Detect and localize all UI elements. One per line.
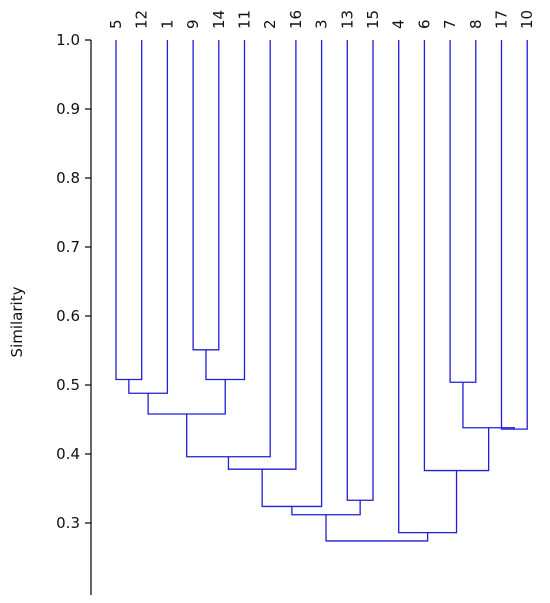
dendrogram-link xyxy=(147,379,226,415)
y-tick-label: 1.0 xyxy=(56,31,80,49)
leaf-label: 11 xyxy=(236,10,254,29)
dendrogram-link xyxy=(227,40,297,470)
y-axis-label: Similarity xyxy=(8,286,26,357)
leaf-label: 3 xyxy=(313,19,331,29)
leaf-label: 16 xyxy=(287,10,305,29)
leaf-label: 1 xyxy=(158,19,176,29)
dendrogram-link xyxy=(500,40,528,430)
dendrogram-link xyxy=(423,40,490,472)
leaf-label: 5 xyxy=(107,19,125,29)
leaf-label: 15 xyxy=(364,10,382,29)
leaf-label: 14 xyxy=(210,10,228,29)
leaf-label: 9 xyxy=(184,19,202,29)
dendrogram-link xyxy=(261,40,323,508)
leaf-label: 12 xyxy=(133,10,151,29)
y-tick-label: 0.3 xyxy=(56,514,80,532)
y-tick-label: 0.6 xyxy=(56,307,80,325)
leaf-label: 17 xyxy=(493,10,511,29)
y-axis: 1.0 0.9 0.8 0.7 0.6 0.5 0.4 0.3 xyxy=(56,31,92,595)
dendrogram-link xyxy=(205,40,246,381)
dendrogram-link xyxy=(128,40,169,394)
leaf-labels: 5 12 1 9 14 11 2 16 3 13 15 4 6 7 8 17 10 xyxy=(107,10,536,29)
dendrogram-link xyxy=(192,40,220,351)
y-tick-label: 0.7 xyxy=(56,238,80,256)
leaf-label: 7 xyxy=(441,19,459,29)
dendrogram-link xyxy=(325,514,429,542)
y-tick-label: 0.8 xyxy=(56,169,80,187)
dendrogram-link xyxy=(462,382,515,430)
leaf-label: 2 xyxy=(261,19,279,29)
y-tick-label: 0.5 xyxy=(56,376,80,394)
dendrogram-link xyxy=(115,40,143,381)
dendrogram-link xyxy=(291,500,361,516)
y-tick-label: 0.4 xyxy=(56,445,80,463)
leaf-label: 10 xyxy=(518,10,536,29)
leaf-label: 13 xyxy=(338,10,356,29)
dendrogram-link xyxy=(398,40,458,534)
y-tick-label: 0.9 xyxy=(56,100,80,118)
dendrogram-link xyxy=(346,40,374,501)
dendrogram-link xyxy=(186,40,271,458)
leaf-label: 4 xyxy=(390,19,408,29)
dendrogram-link xyxy=(449,40,477,383)
leaf-label: 6 xyxy=(415,19,433,29)
dendrogram-links xyxy=(115,40,528,542)
leaf-label: 8 xyxy=(467,19,485,29)
